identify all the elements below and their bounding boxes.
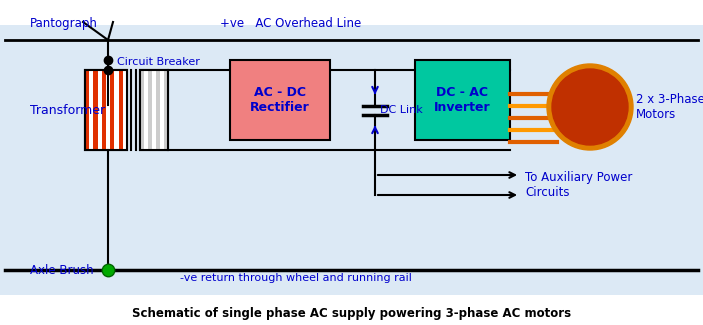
Text: AC - DC
Rectifier: AC - DC Rectifier bbox=[250, 86, 310, 114]
FancyBboxPatch shape bbox=[119, 70, 123, 150]
FancyBboxPatch shape bbox=[144, 70, 148, 150]
Text: +ve   AC Overhead Line: +ve AC Overhead Line bbox=[220, 17, 361, 30]
FancyBboxPatch shape bbox=[152, 70, 156, 150]
Text: DC Link: DC Link bbox=[380, 105, 423, 115]
FancyBboxPatch shape bbox=[102, 70, 106, 150]
FancyBboxPatch shape bbox=[85, 70, 127, 150]
FancyBboxPatch shape bbox=[110, 70, 115, 150]
FancyBboxPatch shape bbox=[93, 70, 98, 150]
FancyBboxPatch shape bbox=[0, 25, 703, 295]
FancyBboxPatch shape bbox=[123, 70, 127, 150]
Text: -ve return through wheel and running rail: -ve return through wheel and running rai… bbox=[180, 273, 412, 283]
FancyBboxPatch shape bbox=[230, 60, 330, 140]
FancyBboxPatch shape bbox=[98, 70, 102, 150]
Circle shape bbox=[547, 64, 633, 150]
FancyBboxPatch shape bbox=[140, 70, 144, 150]
Text: Schematic of single phase AC supply powering 3-phase AC motors: Schematic of single phase AC supply powe… bbox=[132, 306, 571, 319]
Circle shape bbox=[552, 69, 628, 145]
FancyBboxPatch shape bbox=[415, 60, 510, 140]
Text: Transformer: Transformer bbox=[30, 103, 105, 116]
Text: Axle Brush: Axle Brush bbox=[30, 264, 93, 277]
FancyBboxPatch shape bbox=[115, 70, 119, 150]
Text: To Auxiliary Power
Circuits: To Auxiliary Power Circuits bbox=[525, 171, 633, 199]
FancyBboxPatch shape bbox=[106, 70, 110, 150]
FancyBboxPatch shape bbox=[160, 70, 164, 150]
FancyBboxPatch shape bbox=[89, 70, 93, 150]
Text: 2 x 3-Phase
Motors: 2 x 3-Phase Motors bbox=[636, 93, 703, 121]
FancyBboxPatch shape bbox=[140, 70, 168, 150]
FancyBboxPatch shape bbox=[85, 70, 89, 150]
Text: Pantograph: Pantograph bbox=[30, 17, 98, 30]
Text: DC - AC
Inverter: DC - AC Inverter bbox=[434, 86, 491, 114]
Text: Circuit Breaker: Circuit Breaker bbox=[117, 57, 200, 67]
FancyBboxPatch shape bbox=[164, 70, 168, 150]
FancyBboxPatch shape bbox=[148, 70, 152, 150]
FancyBboxPatch shape bbox=[156, 70, 160, 150]
